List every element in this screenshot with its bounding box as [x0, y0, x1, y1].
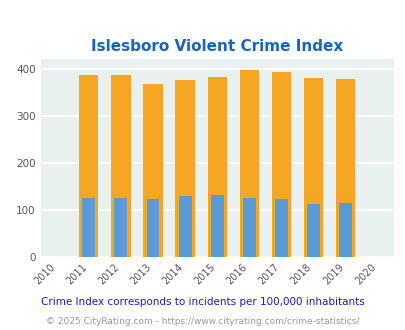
- Bar: [111, 75, 130, 257]
- Bar: [306, 204, 319, 257]
- Text: Crime Index corresponds to incidents per 100,000 inhabitants: Crime Index corresponds to incidents per…: [41, 297, 364, 307]
- Bar: [335, 79, 354, 257]
- Bar: [79, 75, 98, 257]
- Bar: [143, 84, 162, 257]
- Bar: [242, 198, 255, 257]
- Bar: [207, 77, 226, 257]
- Bar: [82, 198, 95, 257]
- Text: © 2025 CityRating.com - https://www.cityrating.com/crime-statistics/: © 2025 CityRating.com - https://www.city…: [46, 317, 359, 326]
- Bar: [239, 70, 258, 257]
- Bar: [339, 203, 351, 257]
- Bar: [146, 199, 159, 257]
- Bar: [178, 196, 191, 257]
- Bar: [303, 78, 322, 257]
- Bar: [271, 72, 290, 257]
- Bar: [274, 199, 287, 257]
- Bar: [175, 80, 194, 257]
- Title: Islesboro Violent Crime Index: Islesboro Violent Crime Index: [91, 39, 343, 54]
- Bar: [114, 198, 127, 257]
- Bar: [210, 195, 223, 257]
